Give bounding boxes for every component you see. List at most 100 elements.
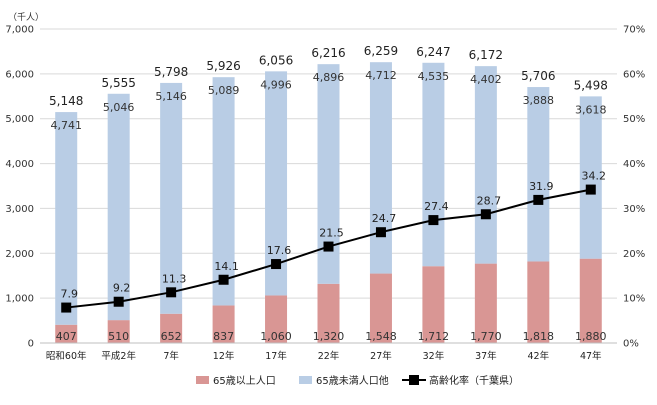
y-right-tick-label: 60% [623,69,645,80]
y-right-tick-label: 0% [623,339,639,350]
legend-label-under-65: 65歳未満人口他 [316,374,389,387]
x-category-label: 27年 [370,350,392,362]
y-left-tick-label: 0 [28,339,34,350]
label-total: 5,798 [154,65,188,79]
label-65-and-over: 652 [161,330,182,343]
point-aging-rate [271,259,282,270]
bar-series [55,62,602,343]
y-left-tick-label: 1,000 [5,294,34,305]
x-category-label: 昭和60年 [46,350,87,362]
x-category-label: 12年 [213,350,235,362]
y-left-tick-label: 2,000 [5,249,34,260]
bar-under-65 [107,93,130,321]
label-aging-rate: 14.1 [214,260,239,273]
label-total: 5,926 [206,59,240,73]
x-category-label: 47年 [580,350,602,362]
y-left-tick-label: 3,000 [5,204,34,215]
label-aging-rate: 17.6 [267,244,292,257]
bar-under-65 [474,66,497,264]
label-under-65: 4,896 [313,71,345,84]
label-total: 5,555 [102,76,136,90]
bar-under-65 [317,64,340,284]
bar-65-and-over [265,295,288,343]
label-65-and-over: 1,548 [365,330,397,343]
bar-under-65 [369,62,392,274]
label-65-and-over: 1,818 [523,330,555,343]
legend: 65歳以上人口 65歳未満人口他 高齢化率（千葉県） [196,374,519,387]
label-under-65: 5,146 [155,90,187,103]
bar-under-65 [55,112,78,325]
label-under-65: 4,402 [470,73,502,86]
label-under-65: 4,996 [260,78,292,91]
bar-65-and-over [579,258,602,343]
label-65-and-over: 510 [108,330,129,343]
x-category-label: 32年 [423,350,445,362]
y-right-tick-label: 10% [623,294,645,305]
label-65-and-over: 837 [213,330,234,343]
y-left-tick-label: 7,000 [5,25,34,36]
bar-under-65 [527,87,550,262]
y-right-tick-label: 70% [623,25,645,36]
bar-under-65 [422,62,445,267]
x-category-label: 平成2年 [101,350,136,362]
bar-under-65 [265,71,288,296]
label-aging-rate: 28.7 [477,194,502,207]
bar-under-65 [212,77,235,306]
label-under-65: 5,089 [208,84,240,97]
label-65-and-over: 1,320 [313,330,345,343]
point-aging-rate [218,274,229,285]
point-aging-rate [533,194,544,205]
bar-65-and-over [107,320,130,343]
label-aging-rate: 24.7 [372,212,397,225]
legend-swatch-under-65 [299,376,312,384]
label-total: 5,148 [49,94,83,108]
bar-65-and-over [317,283,340,343]
label-aging-rate: 9.2 [113,282,131,295]
y-right-tick-label: 30% [623,204,645,215]
label-aging-rate: 27.4 [424,200,449,213]
legend-label-65-and-over: 65歳以上人口 [213,375,276,387]
label-under-65: 4,741 [50,119,82,132]
point-aging-rate [61,302,72,313]
point-aging-rate [480,209,491,220]
label-aging-rate: 11.3 [162,272,187,285]
point-aging-rate [113,296,124,307]
label-total: 6,172 [469,48,503,62]
legend-marker-aging-rate [409,375,419,385]
label-total: 6,247 [416,45,450,59]
bar-under-65 [160,82,183,314]
axes: （千人） 0 1,000 2,000 3,000 4,000 5,000 6,000 7,00… [5,12,645,362]
label-aging-rate: 7.9 [60,288,78,301]
bar-under-65 [579,96,602,259]
bar-65-and-over [212,305,235,343]
label-under-65: 4,712 [365,69,397,82]
x-category-label: 17年 [265,350,287,362]
point-aging-rate [166,287,177,298]
label-under-65: 3,888 [523,94,555,107]
x-category-label: 37年 [475,350,497,362]
legend-swatch-65-and-over [196,376,209,384]
bar-65-and-over [474,263,497,343]
unit-label: （千人） [8,12,44,23]
label-65-and-over: 407 [56,330,77,343]
label-total: 6,259 [364,44,398,58]
bar-65-and-over [527,261,550,343]
label-under-65: 5,046 [103,101,135,114]
point-aging-rate [428,215,439,226]
label-65-and-over: 1,880 [575,330,607,343]
label-under-65: 4,535 [418,70,450,83]
legend-label-aging-rate: 高齢化率（千葉県） [429,374,519,387]
y-left-tick-label: 5,000 [5,114,34,125]
label-total: 6,056 [259,53,293,67]
y-left-tick-label: 6,000 [5,69,34,80]
label-aging-rate: 31.9 [529,180,554,193]
label-total: 5,706 [521,69,555,83]
bar-65-and-over [369,273,392,343]
label-under-65: 3,618 [575,103,607,116]
bar-65-and-over [55,324,78,343]
bar-65-and-over [422,266,445,343]
label-65-and-over: 1,770 [470,330,502,343]
x-category-label: 42年 [528,350,550,362]
